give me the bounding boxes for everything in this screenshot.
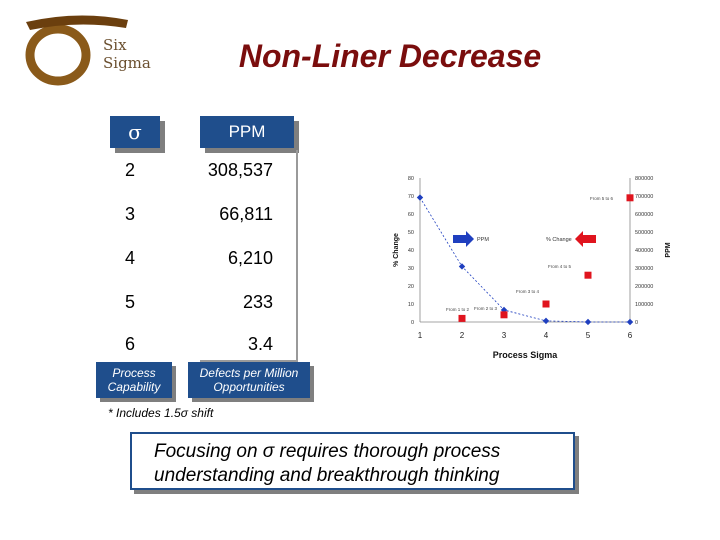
ppm-value: 3.4 bbox=[247, 334, 273, 354]
process-sigma-chart: 0 10 20 30 40 50 60 70 80 0 100000 200000 300000 4000… bbox=[393, 176, 672, 360]
change-point bbox=[626, 194, 634, 202]
ppm-value: 66,811 bbox=[219, 204, 273, 224]
ppm-legend-label: PPM bbox=[477, 237, 489, 243]
ppm-arrow-icon bbox=[453, 231, 474, 247]
x-tick-label: 6 bbox=[628, 331, 633, 340]
right-tick-label: 700000 bbox=[635, 194, 653, 200]
ppm-value: 233 bbox=[242, 292, 273, 312]
right-tick-label: 0 bbox=[635, 320, 638, 326]
x-tick-label: 3 bbox=[502, 331, 507, 340]
left-tick-label: 40 bbox=[408, 248, 414, 254]
change-annotation: From 5 to 6 bbox=[590, 196, 614, 201]
right-tick-label: 600000 bbox=[635, 212, 653, 218]
left-tick-label: 60 bbox=[408, 212, 414, 218]
change-arrow-icon bbox=[575, 231, 596, 247]
right-tick-label: 400000 bbox=[635, 248, 653, 254]
x-tick-label: 1 bbox=[418, 331, 423, 340]
right-tick-label: 500000 bbox=[635, 230, 653, 236]
six-sigma-logo: Six Sigma bbox=[25, 15, 151, 86]
change-annotation: From 2 to 3 bbox=[474, 306, 498, 311]
ppm-value: 308,537 bbox=[207, 160, 273, 180]
right-tick-label: 300000 bbox=[635, 266, 653, 272]
change-annotation: From 1 to 2 bbox=[446, 307, 470, 312]
takeaway-banner: Focusing on σ requires thorough process … bbox=[130, 432, 575, 490]
sigma-value: 6 bbox=[124, 334, 135, 354]
logo-word-six: Six bbox=[103, 36, 127, 54]
sigma-column-header: σ bbox=[110, 116, 160, 148]
change-point bbox=[458, 314, 466, 322]
ppm-point bbox=[542, 317, 550, 325]
right-tick-label: 200000 bbox=[635, 284, 653, 290]
change-annotation: From 4 to 5 bbox=[548, 264, 572, 269]
change-point bbox=[542, 300, 550, 308]
left-tick-label: 70 bbox=[408, 194, 414, 200]
change-point bbox=[500, 311, 508, 319]
ppm-point bbox=[458, 263, 466, 270]
ppm-value: 6,210 bbox=[227, 248, 273, 268]
left-tick-label: 10 bbox=[408, 302, 414, 308]
left-tick-label: 20 bbox=[408, 284, 414, 290]
defects-per-million-label: Defects per Million Opportunities bbox=[188, 362, 310, 398]
sigma-value: 4 bbox=[124, 248, 135, 268]
left-tick-label: 80 bbox=[408, 176, 414, 182]
ppm-line bbox=[419, 197, 631, 323]
change-annotation: From 3 to 4 bbox=[516, 289, 540, 294]
process-capability-label: Process Capability bbox=[96, 362, 172, 398]
left-axis-title: % Change bbox=[393, 233, 400, 267]
right-tick-label: 800000 bbox=[635, 176, 653, 182]
shift-footnote: * Includes 1.5σ shift bbox=[108, 406, 214, 420]
right-axis-title: PPM bbox=[665, 242, 672, 257]
sigma-value: 2 bbox=[124, 160, 135, 180]
x-tick-label: 4 bbox=[544, 331, 549, 340]
x-axis-title: Process Sigma bbox=[493, 350, 559, 360]
ppm-column-header: PPM bbox=[200, 116, 294, 148]
logo-word-sigma: Sigma bbox=[103, 54, 151, 72]
ppm-column-frame bbox=[200, 150, 298, 362]
ppm-point bbox=[416, 194, 424, 201]
left-tick-label: 0 bbox=[411, 320, 414, 326]
change-legend-label: % Change bbox=[546, 237, 572, 243]
right-tick-label: 100000 bbox=[635, 302, 653, 308]
ppm-point bbox=[626, 318, 634, 326]
x-tick-label: 2 bbox=[460, 331, 465, 340]
sigma-value: 5 bbox=[124, 292, 135, 312]
left-tick-label: 50 bbox=[408, 230, 414, 236]
sigma-value: 3 bbox=[124, 204, 135, 224]
change-point bbox=[584, 271, 592, 279]
left-tick-label: 30 bbox=[408, 266, 414, 272]
x-tick-label: 5 bbox=[586, 331, 591, 340]
ppm-point bbox=[584, 318, 592, 326]
slide-title: Non-Liner Decrease bbox=[238, 38, 542, 74]
